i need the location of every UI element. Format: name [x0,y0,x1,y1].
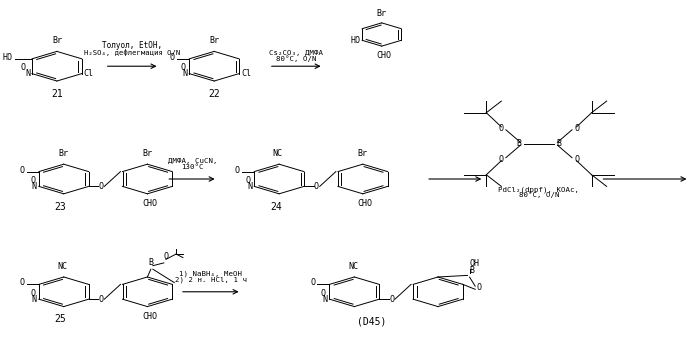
Text: NC: NC [57,262,67,271]
Text: 21: 21 [51,89,63,99]
Text: N: N [247,182,252,191]
Text: (D45): (D45) [356,316,386,326]
Text: O: O [574,155,579,164]
Text: 2) 2 н. HCl, 1 ч: 2) 2 н. HCl, 1 ч [175,276,247,282]
Text: O: O [314,182,319,191]
Text: N: N [322,295,327,304]
Text: Br: Br [358,149,368,158]
Text: HO: HO [350,36,360,45]
Text: Br: Br [143,149,152,158]
Text: O: O [499,155,504,164]
Text: NC: NC [273,149,283,158]
Text: O: O [321,289,326,297]
Text: Cs₂CO₃, ДМФА: Cs₂CO₃, ДМФА [269,50,323,56]
Text: Толуол, EtOH,: Толуол, EtOH, [102,42,162,50]
Text: Br: Br [377,9,387,18]
Text: O: O [20,279,24,287]
Text: NC: NC [348,262,358,271]
Text: OH: OH [470,259,480,268]
Text: ДМФА, CuCN,: ДМФА, CuCN, [168,158,217,164]
Text: O: O [20,166,24,175]
Text: 23: 23 [55,202,66,212]
Text: B: B [556,139,561,148]
Text: PdCl₂(dppf), KOAc,: PdCl₂(dppf), KOAc, [498,186,579,193]
Text: O: O [170,53,175,62]
Text: O: O [99,182,103,191]
Text: O: O [30,289,35,297]
Text: CHO: CHO [142,312,157,321]
Text: N: N [182,69,187,78]
Text: Cl: Cl [84,69,94,78]
Text: H₂SO₄, дефлегмация O/N: H₂SO₄, дефлегмация O/N [84,49,180,55]
Text: Br: Br [52,36,62,45]
Text: CHO: CHO [376,52,391,61]
Text: O: O [235,166,240,175]
Text: HO: HO [3,53,13,62]
Text: O: O [574,124,579,133]
Text: Br: Br [209,36,219,45]
Text: O: O [477,284,482,292]
Text: CHO: CHO [357,199,373,208]
Text: O: O [310,279,315,287]
Text: 25: 25 [55,314,66,324]
Text: 1) NaBH₄, MeOH: 1) NaBH₄, MeOH [179,271,243,277]
Text: O: O [30,176,35,185]
Text: 24: 24 [270,202,282,212]
Text: N: N [31,295,37,304]
Text: O: O [389,295,394,304]
Text: O: O [245,176,250,185]
Text: 22: 22 [208,89,220,99]
Text: O: O [499,124,504,133]
Text: 130°C: 130°C [181,164,203,170]
Text: O: O [180,63,186,72]
Text: O: O [21,63,26,72]
Text: Cl: Cl [241,69,251,78]
Text: 80°C, O/N: 80°C, O/N [519,192,559,198]
Text: CHO: CHO [142,199,157,208]
Text: B: B [148,258,153,267]
Text: O: O [164,252,168,261]
Text: N: N [25,69,30,78]
Text: 80°C, O/N: 80°C, O/N [276,55,317,62]
Text: O: O [99,295,103,304]
Text: B: B [470,266,475,275]
Text: B: B [517,139,522,148]
Text: Br: Br [59,149,69,158]
Text: N: N [31,182,37,191]
